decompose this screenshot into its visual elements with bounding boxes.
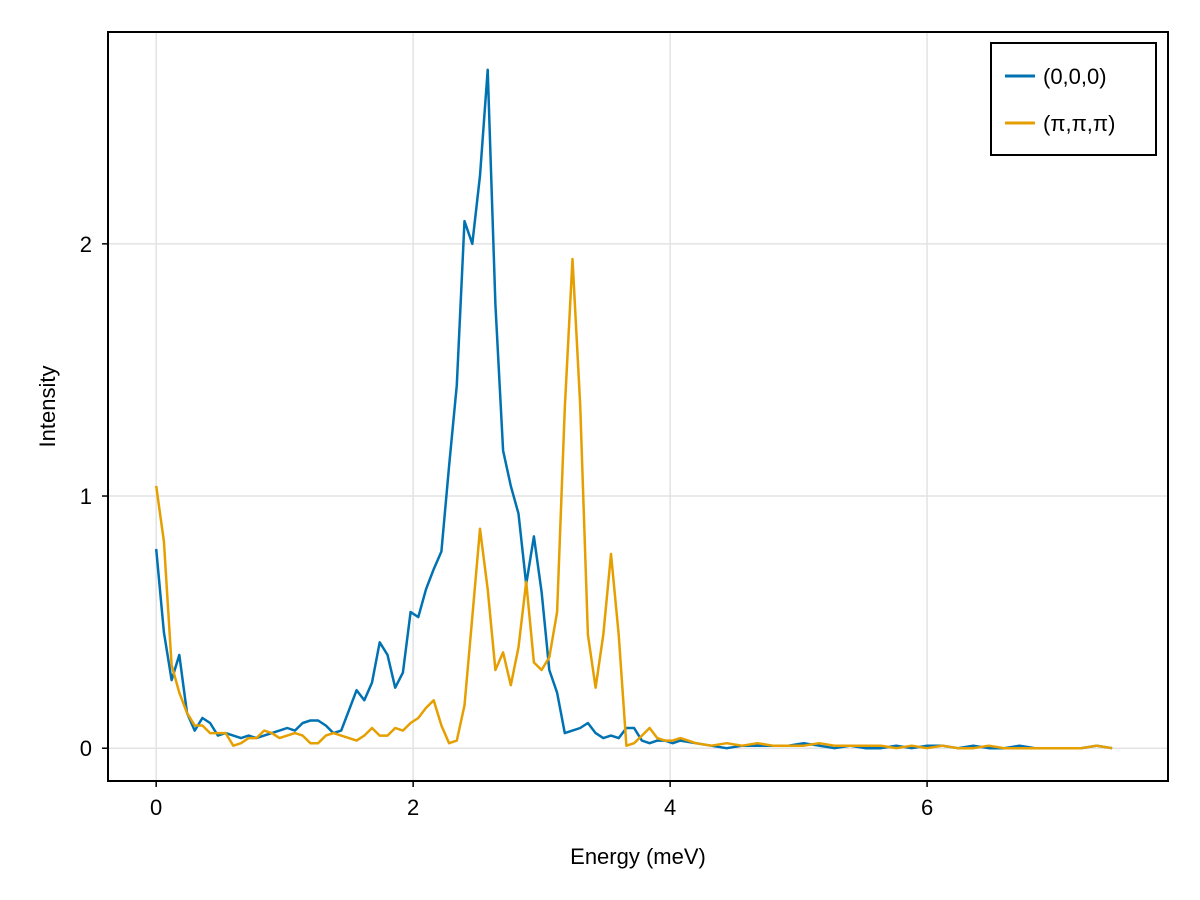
legend: (0,0,0) (π,π,π)	[990, 42, 1157, 156]
legend-label-series-2: (π,π,π)	[1043, 111, 1115, 136]
x-tick-label: 4	[664, 795, 676, 820]
x-axis-label: Energy (meV)	[570, 844, 706, 869]
y-axis-label: Intensity	[35, 366, 60, 448]
series-lines	[154, 68, 1113, 750]
y-tick-label: 1	[80, 484, 92, 509]
legend-box	[990, 42, 1157, 156]
grid-lines	[108, 32, 1168, 781]
axis-ticks: 0 2 4 6 0 1 2	[80, 232, 933, 820]
x-tick-label: 6	[921, 795, 933, 820]
y-tick-label: 2	[80, 232, 92, 257]
series-line-1	[154, 68, 1113, 750]
x-tick-label: 2	[407, 795, 419, 820]
legend-label-series-1: (0,0,0)	[1043, 64, 1107, 89]
x-tick-label: 0	[150, 795, 162, 820]
plot-frame	[107, 31, 1169, 782]
y-tick-label: 0	[80, 736, 92, 761]
series-line-2	[154, 257, 1113, 750]
